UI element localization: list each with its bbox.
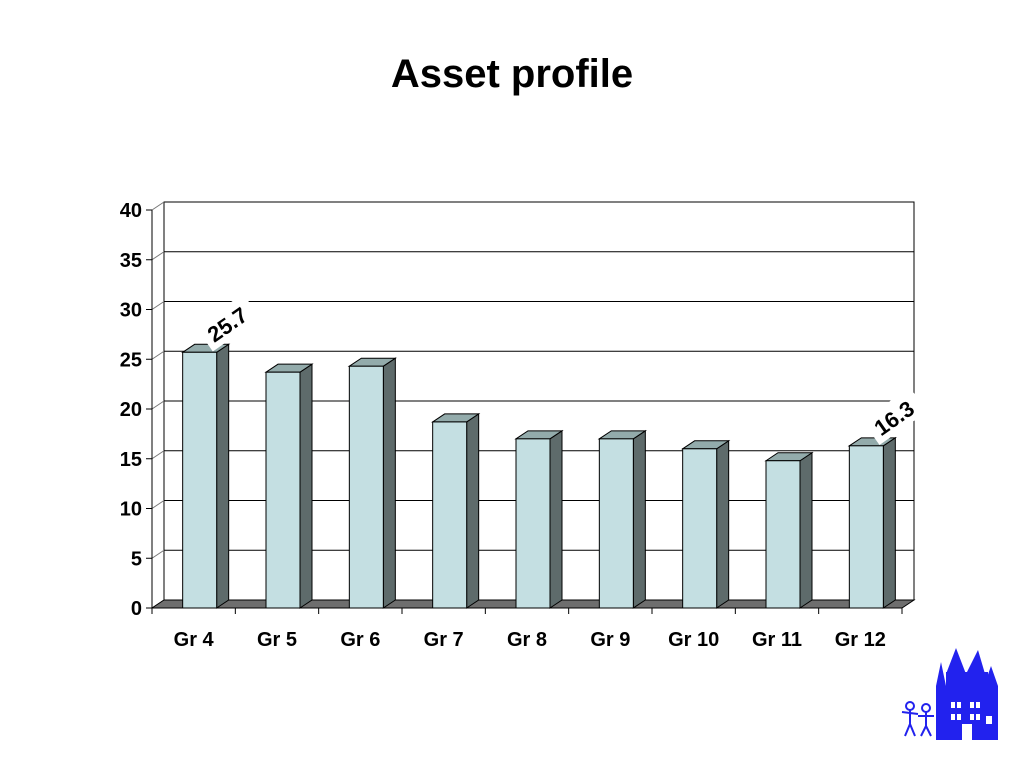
bar	[181, 343, 231, 609]
chart-bars	[181, 343, 897, 609]
bar	[764, 451, 814, 609]
x-tick-label: Gr 6	[340, 629, 380, 651]
x-tick-labels: Gr 4 Gr 5 Gr 6 Gr 7 Gr 8 Gr 9 Gr 10 Gr 11 Gr 12	[174, 629, 886, 651]
y-tick-label: 5	[131, 548, 142, 570]
y-tick-label: 20	[120, 399, 142, 421]
side-wall-line	[151, 549, 165, 559]
y-tick-label: 40	[120, 200, 142, 222]
bar-front	[765, 460, 801, 609]
y-tick-label: 0	[131, 598, 142, 620]
x-tick-label: Gr 4	[174, 629, 215, 651]
x-tick-label: Gr 7	[424, 629, 464, 651]
bar-side	[716, 439, 730, 609]
x-tick-label: Gr 5	[257, 629, 297, 651]
bar-side	[382, 357, 396, 609]
bar-front	[432, 421, 468, 609]
side-wall-line	[151, 350, 165, 360]
bar-front	[182, 351, 218, 609]
bar	[264, 363, 314, 609]
bar	[431, 413, 481, 609]
bar-side	[632, 429, 646, 609]
x-tick-label: Gr 9	[590, 629, 630, 651]
data-label: 16.3	[862, 387, 928, 446]
bar-front	[598, 438, 634, 609]
data-label-background	[862, 387, 928, 446]
bar-front	[682, 448, 718, 609]
y-tick-label: 30	[120, 300, 142, 322]
data-labels: 25.7 16.3	[195, 293, 928, 446]
bar	[347, 357, 397, 609]
castle-windows-icon	[951, 702, 992, 740]
y-tick-label: 10	[120, 499, 142, 521]
bar-side	[216, 343, 230, 609]
data-label: 25.7	[195, 293, 261, 352]
bar	[847, 436, 897, 609]
page-title: Asset profile	[390, 52, 634, 96]
y-tick-label: 25	[120, 349, 142, 371]
bar	[681, 439, 731, 609]
bar-front	[265, 371, 301, 609]
side-wall-line	[151, 201, 165, 211]
castle-logo-icon	[901, 648, 998, 740]
bar-side	[299, 363, 313, 609]
chart-axes	[146, 209, 903, 614]
side-wall-line	[151, 251, 165, 261]
bar	[597, 429, 647, 609]
side-wall-line	[151, 301, 165, 310]
bar-side	[882, 436, 896, 609]
side-wall-line	[151, 500, 165, 509]
side-wall-line	[151, 450, 165, 460]
bar	[514, 429, 564, 609]
y-tick-label: 35	[120, 250, 142, 272]
x-tick-label: Gr 11	[752, 629, 802, 651]
side-wall-line	[151, 400, 165, 410]
bar-front	[515, 438, 551, 609]
y-tick-label: 15	[120, 449, 142, 471]
y-tick-labels: 0 5 10 15 20 25 30 35 40	[120, 200, 142, 620]
bar-front	[848, 445, 884, 609]
bar-front	[348, 365, 384, 609]
bar-side	[799, 451, 813, 609]
x-tick-label: Gr 12	[835, 629, 886, 651]
data-label-background	[195, 293, 261, 352]
bar-side	[466, 413, 480, 609]
stick-figures-icon	[901, 701, 934, 737]
bar-side	[549, 429, 563, 609]
x-tick-label: Gr 10	[668, 629, 719, 651]
x-tick-label: Gr 8	[507, 629, 547, 651]
